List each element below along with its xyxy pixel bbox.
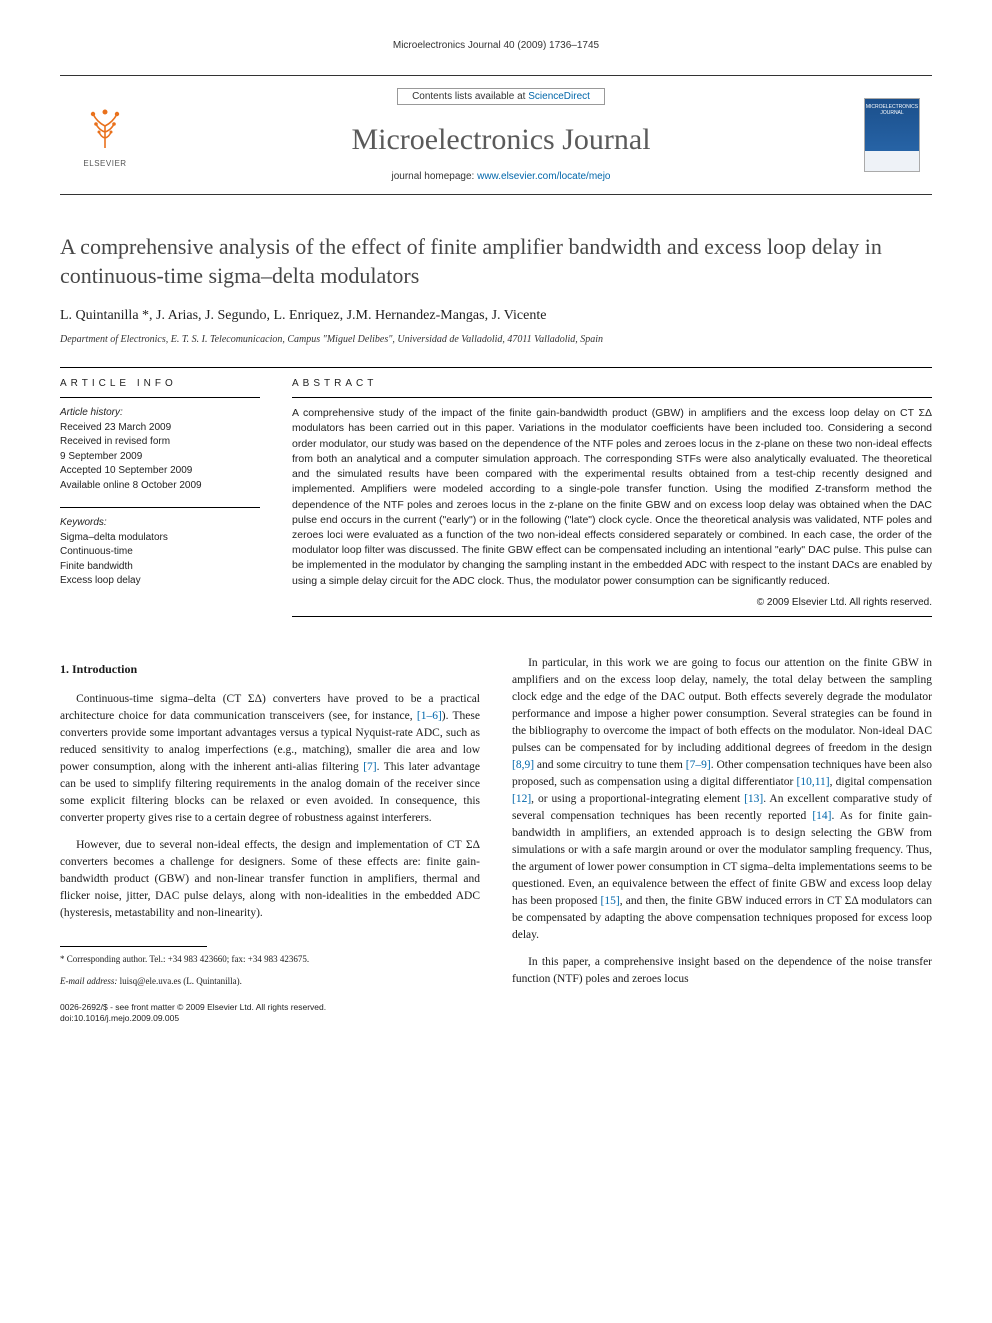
affiliation: Department of Electronics, E. T. S. I. T… <box>60 334 932 345</box>
citation-link[interactable]: [7] <box>363 761 376 773</box>
citation-link[interactable]: [1–6] <box>417 710 442 722</box>
doi-line: doi:10.1016/j.mejo.2009.09.005 <box>60 1013 480 1024</box>
keyword: Excess loop delay <box>60 574 260 589</box>
corresponding-author-footnote: * Corresponding author. Tel.: +34 983 42… <box>60 953 480 966</box>
article-info-column: ARTICLE INFO Article history: Received 2… <box>60 378 260 625</box>
masthead-center: Contents lists available at ScienceDirec… <box>150 76 852 194</box>
homepage-link[interactable]: www.elsevier.com/locate/mejo <box>477 171 610 182</box>
running-head: Microelectronics Journal 40 (2009) 1736–… <box>60 40 932 51</box>
abstract-end-rule <box>292 616 932 617</box>
article-info-heading: ARTICLE INFO <box>60 378 260 389</box>
citation-link[interactable]: [14] <box>812 810 831 822</box>
body-text: and some circuitry to tune them <box>534 759 686 771</box>
history-label: Article history: <box>60 406 260 421</box>
email-address: luisq@ele.uva.es (L. Quintanilla). <box>117 976 242 986</box>
contents-available-line: Contents lists available at ScienceDirec… <box>397 88 605 105</box>
keyword: Continuous-time <box>60 545 260 560</box>
elsevier-logo: ELSEVIER <box>75 101 135 169</box>
keywords-label: Keywords: <box>60 516 260 531</box>
cover-thumb-stripe <box>865 151 919 171</box>
publisher-name: ELSEVIER <box>83 159 126 168</box>
body-text: In particular, in this work we are going… <box>512 657 932 754</box>
cover-thumb-box: MICROELECTRONICS JOURNAL <box>852 76 932 194</box>
history-line: 9 September 2009 <box>60 450 260 465</box>
body-text: , digital compensation <box>830 776 932 788</box>
email-footnote: E-mail address: luisq@ele.uva.es (L. Qui… <box>60 975 480 988</box>
sciencedirect-link[interactable]: ScienceDirect <box>528 91 590 102</box>
history-line: Received 23 March 2009 <box>60 421 260 436</box>
history-line: Received in revised form <box>60 435 260 450</box>
abstract-column: ABSTRACT A comprehensive study of the im… <box>292 378 932 625</box>
citation-link[interactable]: [8,9] <box>512 759 534 771</box>
body-two-columns: 1. Introduction Continuous-time sigma–de… <box>60 655 932 1025</box>
email-label: E-mail address: <box>60 976 117 986</box>
info-rule <box>60 397 260 398</box>
citation-link[interactable]: [10,11] <box>796 776 829 788</box>
abstract-copyright: © 2009 Elsevier Ltd. All rights reserved… <box>292 597 932 608</box>
journal-name: Microelectronics Journal <box>351 123 650 157</box>
body-text: . As for finite gain-bandwidth in amplif… <box>512 810 932 907</box>
homepage-prefix: journal homepage: <box>391 171 477 182</box>
abstract-text: A comprehensive study of the impact of t… <box>292 406 932 589</box>
history-line: Available online 8 October 2009 <box>60 479 260 494</box>
body-paragraph: However, due to several non-ideal effect… <box>60 837 480 922</box>
keyword: Sigma–delta modulators <box>60 531 260 546</box>
body-paragraph: In particular, in this work we are going… <box>512 655 932 944</box>
section-heading-1: 1. Introduction <box>60 661 480 679</box>
citation-link[interactable]: [12] <box>512 793 531 805</box>
publisher-logo-box: ELSEVIER <box>60 76 150 194</box>
info-rule <box>60 507 260 508</box>
citation-link[interactable]: [15] <box>601 895 620 907</box>
contents-prefix: Contents lists available at <box>412 91 528 102</box>
authors-line: L. Quintanilla *, J. Arias, J. Segundo, … <box>60 308 932 324</box>
divider <box>60 367 932 368</box>
info-abstract-row: ARTICLE INFO Article history: Received 2… <box>60 378 932 625</box>
history-line: Accepted 10 September 2009 <box>60 464 260 479</box>
abstract-heading: ABSTRACT <box>292 378 932 389</box>
keyword: Finite bandwidth <box>60 560 260 575</box>
journal-cover-thumbnail: MICROELECTRONICS JOURNAL <box>864 98 920 172</box>
body-paragraph: Continuous-time sigma–delta (CT ΣΔ) conv… <box>60 691 480 827</box>
citation-link[interactable]: [7–9] <box>686 759 711 771</box>
abstract-rule <box>292 397 932 398</box>
article-history-block: Article history: Received 23 March 2009 … <box>60 406 260 493</box>
article-title: A comprehensive analysis of the effect o… <box>60 233 932 290</box>
cover-thumb-title: MICROELECTRONICS JOURNAL <box>865 105 919 116</box>
footer-block: 0026-2692/$ - see front matter © 2009 El… <box>60 1002 480 1025</box>
body-paragraph: In this paper, a comprehensive insight b… <box>512 954 932 988</box>
homepage-line: journal homepage: www.elsevier.com/locat… <box>391 171 610 182</box>
body-text: , or using a proportional-integrating el… <box>531 793 744 805</box>
citation-link[interactable]: [13] <box>744 793 763 805</box>
elsevier-tree-icon <box>83 102 127 157</box>
keywords-block: Keywords: Sigma–delta modulators Continu… <box>60 516 260 589</box>
front-matter-line: 0026-2692/$ - see front matter © 2009 El… <box>60 1002 480 1013</box>
footnote-rule <box>60 946 207 947</box>
masthead: ELSEVIER Contents lists available at Sci… <box>60 75 932 195</box>
